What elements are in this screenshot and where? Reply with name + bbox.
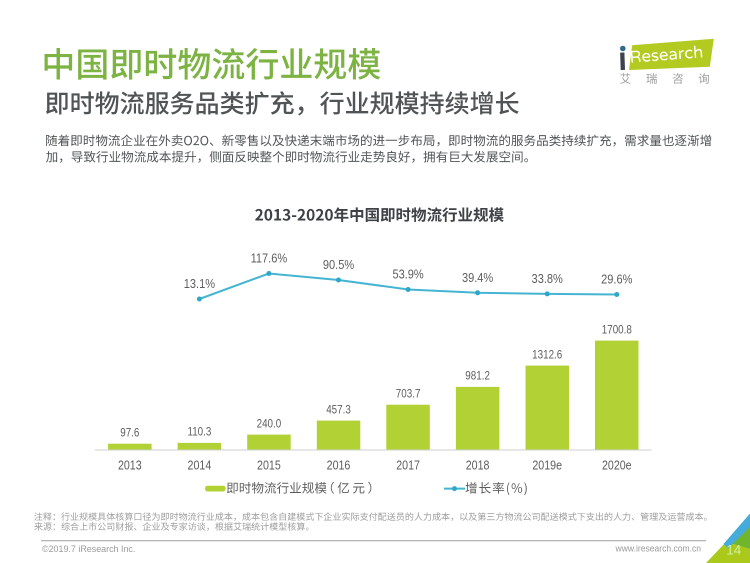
svg-text:53.9%: 53.9% (392, 267, 424, 282)
svg-text:110.3: 110.3 (187, 426, 211, 439)
svg-text:1700.8: 1700.8 (602, 324, 632, 337)
svg-text:97.6: 97.6 (120, 427, 139, 440)
svg-text:90.5%: 90.5% (323, 257, 355, 272)
svg-text:29.6%: 29.6% (601, 272, 633, 287)
svg-text:981.2: 981.2 (465, 370, 490, 383)
svg-text:703.7: 703.7 (396, 388, 421, 401)
svg-text:www.iresearch.com.cn: www.iresearch.com.cn (615, 543, 701, 553)
svg-text:2018: 2018 (466, 457, 490, 472)
svg-text:2017: 2017 (396, 457, 420, 472)
svg-text:2020e: 2020e (602, 457, 632, 472)
svg-text:117.6%: 117.6% (251, 251, 288, 266)
svg-text:39.4%: 39.4% (462, 270, 494, 285)
svg-text:2015: 2015 (257, 457, 281, 472)
svg-text:2019e: 2019e (532, 457, 562, 472)
svg-text:2016: 2016 (327, 457, 351, 472)
svg-text:14: 14 (726, 543, 742, 558)
svg-text:457.3: 457.3 (326, 404, 351, 417)
svg-text:2013: 2013 (118, 457, 142, 472)
svg-text:©2019.7 iResearch Inc.: ©2019.7 iResearch Inc. (42, 544, 135, 554)
svg-text:33.8%: 33.8% (532, 271, 564, 286)
svg-text:240.0: 240.0 (257, 418, 282, 431)
svg-text:13.1%: 13.1% (184, 276, 216, 291)
svg-text:2014: 2014 (188, 457, 212, 472)
svg-text:1312.6: 1312.6 (532, 349, 562, 362)
